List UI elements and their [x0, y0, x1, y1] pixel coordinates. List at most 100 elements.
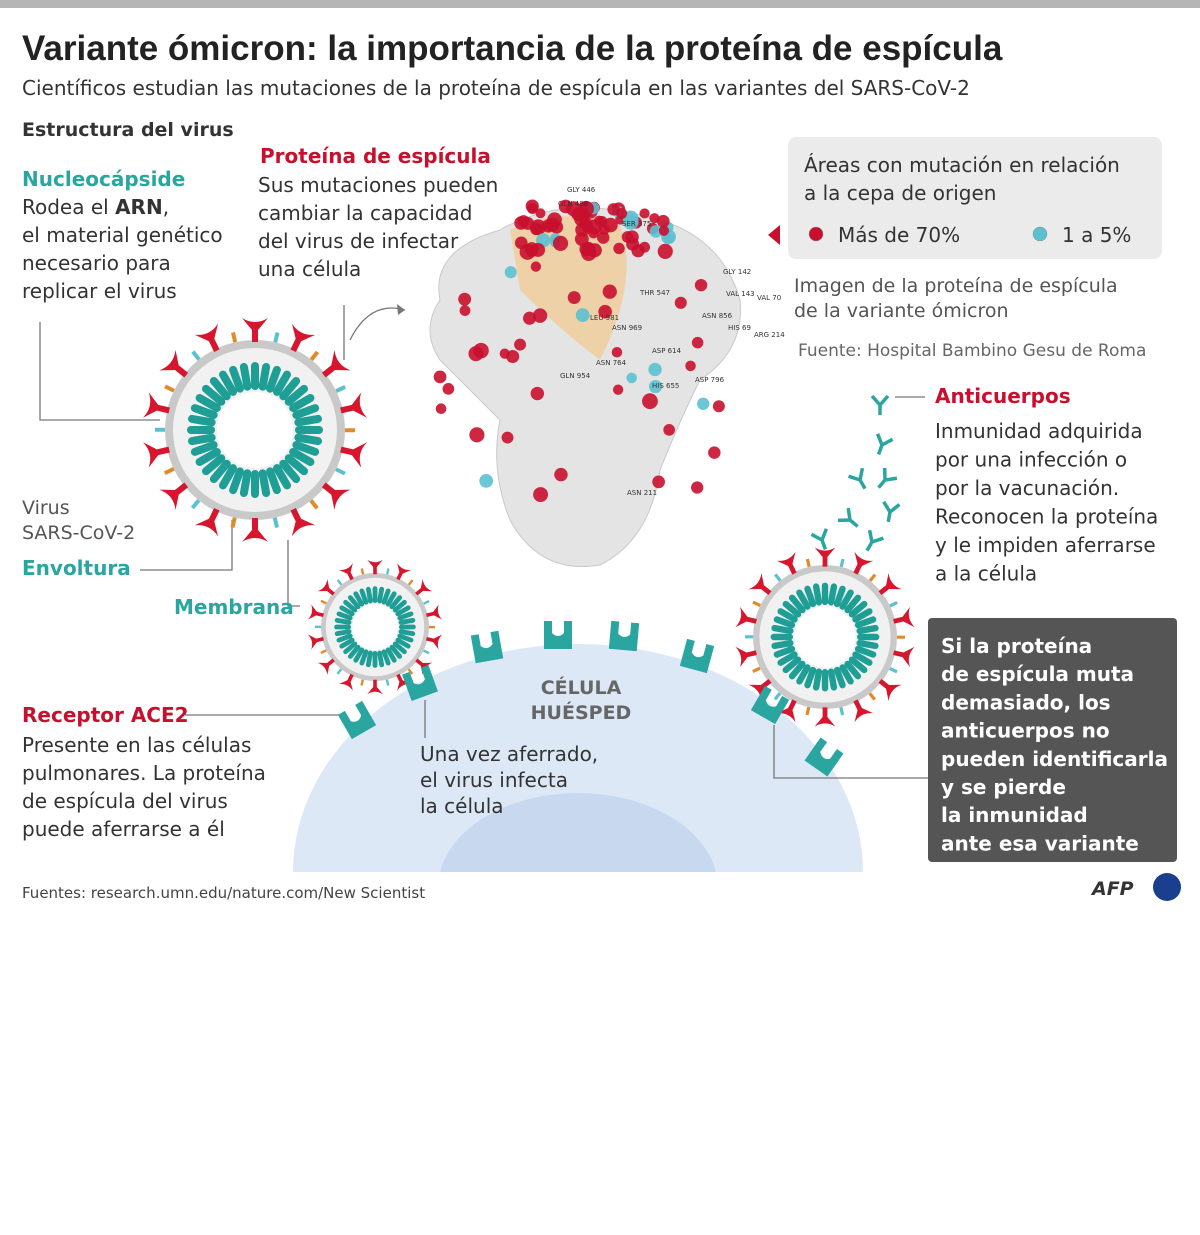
nucleocapsid-segment — [377, 650, 385, 668]
core — [794, 606, 856, 668]
nucleocapsid-segment — [289, 394, 315, 412]
nucleocapsid-segment — [804, 666, 817, 689]
mutation-dot — [708, 446, 721, 459]
small-protein — [190, 498, 201, 510]
nucleocapsid-segment — [771, 639, 794, 650]
ace2-receptor — [470, 630, 504, 664]
image-caption: de la variante ómicron — [794, 300, 1009, 322]
spike — [142, 392, 170, 418]
small-protein — [805, 706, 811, 716]
nucleocapsid-segment — [347, 644, 361, 659]
image-caption: Imagen de la proteína de espícula — [794, 275, 1118, 297]
nucleocapsid-segment — [229, 365, 244, 393]
nucleocapsid-segment — [377, 586, 385, 604]
mutation-dot — [442, 383, 455, 395]
image-source: Fuente: Hospital Bambino Gesu de Roma — [798, 341, 1146, 361]
nucleocapsid-segment — [399, 624, 416, 630]
mutation-dot — [575, 308, 590, 323]
nucleocapsid-segment — [251, 362, 259, 390]
cell-nucleus — [440, 793, 716, 872]
small-protein — [360, 679, 365, 686]
intro-part: ARN — [115, 195, 163, 219]
nucleocapsid-segment — [852, 651, 873, 666]
antibody — [877, 467, 898, 489]
small-protein — [889, 601, 898, 608]
small-protein — [868, 692, 876, 701]
nucleocapsid-segment — [771, 624, 794, 635]
small-protein — [163, 467, 175, 475]
spike — [290, 507, 316, 537]
small-protein — [154, 427, 166, 432]
nucleocapsid-segment — [239, 469, 252, 498]
small-protein — [336, 668, 343, 675]
residue-label: HIS 655 — [652, 382, 679, 390]
mutation-dot — [523, 311, 537, 325]
mutation-dot — [469, 427, 485, 443]
nucleocapsid-segment — [782, 600, 802, 618]
nucleocapsid-segment — [334, 617, 352, 625]
intro-part: , — [163, 195, 169, 219]
spike — [426, 604, 443, 620]
cell-label: CÉLULA — [541, 676, 622, 699]
nucleocapsid-segment — [294, 414, 323, 427]
small-protein — [407, 668, 414, 675]
connectors — [39, 304, 928, 779]
spike-title: Proteína de espícula — [260, 144, 491, 168]
residue-label: ASN 764 — [596, 359, 627, 367]
ace2-receptor — [544, 621, 572, 649]
ace2-receptor — [402, 665, 438, 701]
ace2-receptor — [750, 685, 790, 725]
mutation-dot — [530, 261, 542, 272]
nucleocapsid-segment — [385, 647, 397, 663]
legend-title: Áreas con mutación en relación — [804, 153, 1120, 177]
nucleocapsid-segment — [187, 426, 215, 434]
nucleocapsid-segment — [353, 647, 365, 663]
mutation-dot — [479, 474, 494, 488]
mutation-dot — [649, 213, 660, 224]
mutation-dot — [691, 336, 704, 349]
nucleocapsid-segment — [392, 599, 407, 613]
legend-title: a la cepa de origen — [804, 181, 996, 205]
small-protein — [336, 579, 343, 586]
nucleocapsid-segment — [251, 470, 259, 498]
antibodies-title: Anticuerpos — [935, 384, 1071, 408]
nucleocapsid-segment — [848, 600, 868, 618]
spike — [338, 673, 354, 691]
small-protein — [273, 332, 280, 343]
nucleocapsid-segment — [190, 404, 218, 419]
spike — [321, 350, 351, 378]
nucleocapsid-segment — [359, 588, 369, 605]
residue-label: ASP 614 — [652, 347, 682, 355]
spike — [396, 563, 412, 581]
mutation-dot — [558, 199, 573, 214]
antibody — [837, 507, 859, 528]
spike — [194, 323, 220, 353]
spike — [893, 606, 915, 628]
residue-label: ASN 211 — [627, 489, 657, 497]
mutation-dot — [649, 225, 663, 238]
mutation-dot — [473, 342, 489, 359]
virus-small — [307, 559, 443, 695]
top-bar — [0, 0, 1200, 8]
mutation-dot — [652, 475, 665, 489]
mutation-dot — [694, 278, 708, 292]
nucleocapsid-segment — [201, 454, 226, 476]
mutation-dot — [611, 346, 623, 358]
residue-label: GLN 498 — [558, 200, 588, 208]
small-protein — [385, 568, 390, 575]
mutation-dot — [613, 242, 625, 255]
cell-label: HUÉSPED — [531, 701, 632, 724]
mutation-dot — [433, 370, 447, 384]
warning-text: de espícula muta — [941, 662, 1134, 686]
spike — [307, 634, 324, 650]
nucleocapsid-segment — [812, 583, 823, 606]
infection-text: Una vez aferrado, — [420, 742, 598, 766]
nucleocapsid-segment — [187, 414, 216, 427]
mutation-dot — [535, 208, 546, 219]
ace2-receptor — [679, 638, 715, 674]
mutation-dot — [597, 231, 610, 244]
mutation-dot — [458, 292, 472, 306]
nucleocapsid-segment — [201, 384, 226, 406]
small-protein — [335, 467, 346, 476]
spike — [242, 318, 268, 342]
